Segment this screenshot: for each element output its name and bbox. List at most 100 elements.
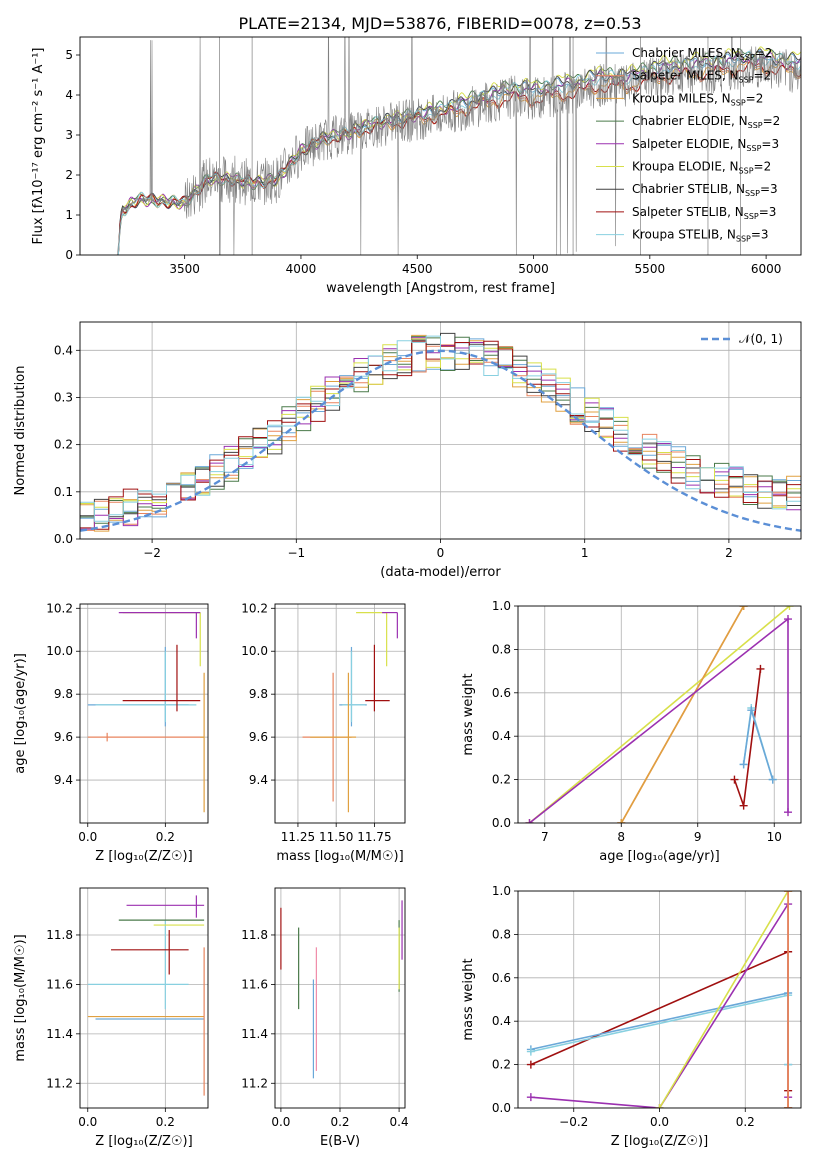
mass-weight-marker xyxy=(739,760,748,769)
panel-mass-vs-EBV: 0.0 0.2 0.4 11.2 11.4 11.6 11.8 E(B-V) xyxy=(241,887,409,1149)
mass-weight-marker xyxy=(768,775,777,784)
panel-age-vs-mass: 11.25 11.50 11.75 9.4 9.6 9.8 10.0 10.2 mass [lo… xyxy=(241,601,406,864)
legend-entry-suffix: =3 xyxy=(761,137,779,151)
y-axis-label: Normed distribution xyxy=(13,366,28,496)
x-tick-label: 5000 xyxy=(518,262,549,276)
figure-title: PLATE=2134, MJD=53876, FIBERID=0078, z=0… xyxy=(238,14,641,33)
axes-frame xyxy=(79,36,802,256)
axes-frame xyxy=(274,887,406,1109)
mass-weight-line xyxy=(528,606,791,823)
y-tick-label: 9.6 xyxy=(249,730,268,744)
axes-frame xyxy=(517,890,802,1109)
observed-spectrum xyxy=(116,37,801,255)
y-tick-label: 10.2 xyxy=(241,601,268,615)
mass-weight-marker xyxy=(739,606,748,610)
y-tick-label: 1.0 xyxy=(492,599,511,613)
legend-entry-subscript: SSP xyxy=(736,235,751,244)
x-tick-label: 1 xyxy=(581,546,589,560)
x-tick-label: 11.50 xyxy=(319,830,353,844)
legend-entry-subscript: SSP xyxy=(740,53,755,62)
data-point xyxy=(126,895,205,918)
y-tick-label: 9.4 xyxy=(249,773,268,787)
y-tick-label: 0.2 xyxy=(492,773,511,787)
mass-weight-marker xyxy=(526,1060,535,1069)
y-tick-label: 2 xyxy=(65,168,73,182)
x-axis-label: (data-model)/error xyxy=(380,565,501,580)
mass-weight-marker xyxy=(526,1047,535,1056)
mass-weight-line xyxy=(620,606,745,823)
model-line xyxy=(117,50,801,255)
y-tick-label: 11.8 xyxy=(241,928,268,942)
legend-entry: Salpeter MILES, NSSP=2 xyxy=(632,69,771,85)
legend-entry: Salpeter STELIB, NSSP=3 xyxy=(632,205,776,221)
x-tick-label: 4000 xyxy=(286,262,317,276)
data-point xyxy=(87,920,189,1010)
data-point xyxy=(122,644,201,712)
data-point xyxy=(310,672,357,813)
data-point xyxy=(87,732,205,742)
y-tick-label: 4 xyxy=(65,88,73,102)
y-tick-label: 0.0 xyxy=(492,1101,511,1115)
x-axis-label: Z [log₁₀(Z/Z☉)] xyxy=(95,849,192,864)
data-point xyxy=(356,611,388,667)
y-tick-label: 0.8 xyxy=(492,927,511,941)
x-tick-label: 7 xyxy=(541,830,549,844)
x-tick-label: 6000 xyxy=(751,262,782,276)
y-tick-label: 0.4 xyxy=(54,343,73,357)
x-tick-label: 10 xyxy=(767,830,782,844)
legend-entry-text: Kroupa MILES, N xyxy=(632,91,731,105)
y-axis-label: age [log₁₀(age/yr)] xyxy=(13,653,28,774)
legend-entry: 𝒩(0, 1) xyxy=(739,332,783,346)
legend-entry: Kroupa STELIB, NSSP=3 xyxy=(632,228,769,244)
x-tick-label: 0.0 xyxy=(78,1115,97,1129)
mass-weight-marker xyxy=(747,706,756,715)
plot-area xyxy=(518,891,801,1108)
x-tick-label: 0.2 xyxy=(736,1115,755,1129)
data-point xyxy=(200,672,205,813)
legend-entry-suffix: =2 xyxy=(755,46,773,60)
panel-spectrum: 3500 4000 4500 5000 5500 6000 0 1 2 3 4 5 wavelength… xyxy=(31,36,802,296)
legend-entry-text: Chabrier MILES, N xyxy=(632,46,740,60)
legend-entry-suffix: =2 xyxy=(754,160,772,174)
x-tick-label: 0.2 xyxy=(330,1115,349,1129)
panel-mass-vs-Z: 0.0 0.2 11.2 11.4 11.6 11.8 Z [log₁₀(Z/Z☉)] mas… xyxy=(13,887,209,1149)
model-line xyxy=(117,52,801,255)
panel-weight-vs-age: 7 8 9 10 0.0 0.2 0.4 0.6 0.8 1.0 age [log₁₀(age/yr… xyxy=(461,599,802,864)
y-tick-label: 9.6 xyxy=(54,730,73,744)
y-axis-label: mass weight xyxy=(461,958,476,1040)
data-point xyxy=(342,651,366,723)
y-tick-label: 10.0 xyxy=(46,644,73,658)
plot-area xyxy=(275,888,405,1108)
data-point xyxy=(339,646,367,727)
y-tick-label: 0.6 xyxy=(492,686,511,700)
x-tick-label: 0 xyxy=(437,546,445,560)
legend-entry-suffix: =3 xyxy=(759,205,777,219)
x-tick-label: 2 xyxy=(725,546,733,560)
y-tick-label: 0 xyxy=(65,248,73,262)
x-tick-label: 4500 xyxy=(402,262,433,276)
residual-histogram xyxy=(80,335,801,522)
y-tick-label: 0.1 xyxy=(54,485,73,499)
y-tick-label: 0.0 xyxy=(54,532,73,546)
y-tick-label: 11.2 xyxy=(46,1076,73,1090)
legend-entry-subscript: SSP xyxy=(746,144,761,153)
y-tick-label: 9.4 xyxy=(54,773,73,787)
data-point xyxy=(122,611,201,667)
y-tick-label: 10.0 xyxy=(241,644,268,658)
mass-weight-marker xyxy=(756,664,765,673)
legend-entry-subscript: SSP xyxy=(748,121,763,130)
y-axis-label: Flux [fλ10⁻¹⁷ erg cm⁻² s⁻¹ A⁻¹] xyxy=(31,48,46,245)
y-tick-label: 11.2 xyxy=(241,1076,268,1090)
mass-weight-marker xyxy=(730,775,739,784)
data-point xyxy=(365,644,390,712)
y-tick-label: 0.2 xyxy=(54,438,73,452)
x-axis-label: age [log₁₀(age/yr)] xyxy=(599,849,720,864)
x-tick-label: 5500 xyxy=(635,262,666,276)
legend-entry: Kroupa ELODIE, NSSP=2 xyxy=(632,160,771,176)
legend-entry: Chabrier ELODIE, NSSP=2 xyxy=(632,114,780,130)
y-tick-label: 0.8 xyxy=(492,642,511,656)
plot-area xyxy=(80,604,208,823)
x-tick-label: 0.4 xyxy=(390,1115,409,1129)
y-tick-label: 11.8 xyxy=(46,928,73,942)
